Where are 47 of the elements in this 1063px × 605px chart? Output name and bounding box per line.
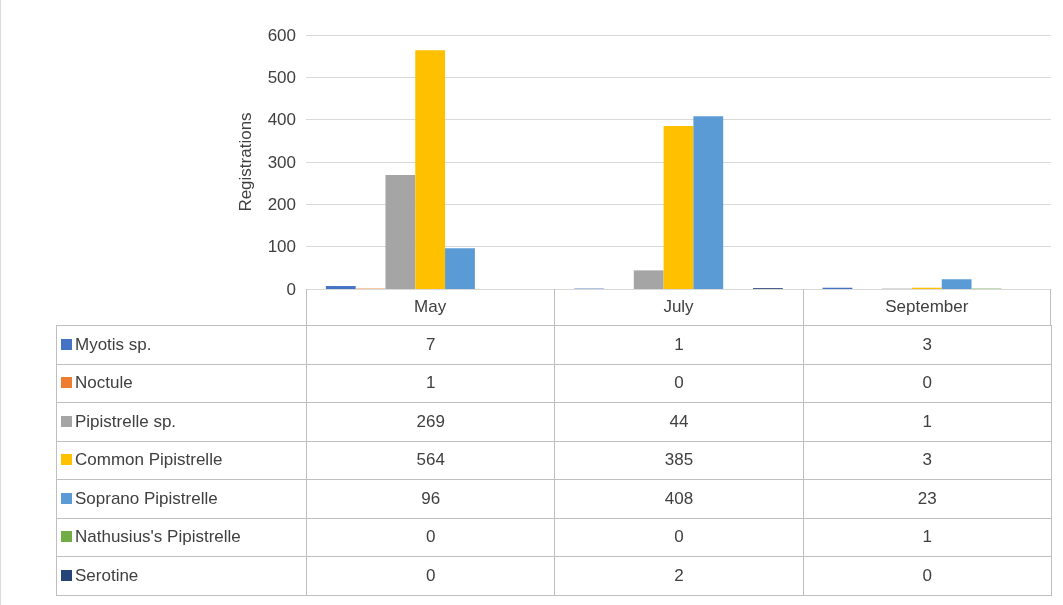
x-tick-label: September	[885, 297, 969, 316]
data-label: 0	[803, 364, 1052, 403]
y-axis-title: Registrations	[236, 112, 255, 212]
data-label: 0	[554, 518, 804, 557]
data-label: 1	[554, 325, 804, 364]
data-label: 1	[803, 518, 1052, 557]
y-tick-label: 200	[267, 194, 296, 214]
data-label: 0	[554, 364, 804, 403]
data-label: 3	[803, 441, 1052, 480]
data-label: 408	[554, 479, 804, 518]
y-tick-label: 0	[286, 279, 296, 299]
x-tick-label: July	[663, 297, 695, 316]
legend-label: Common Pipistrelle	[75, 450, 223, 470]
data-label: 1	[306, 364, 555, 403]
data-label: 96	[306, 479, 555, 518]
data-label: 44	[554, 402, 804, 441]
y-tick-label: 500	[267, 67, 296, 87]
data-label: 0	[306, 556, 555, 595]
data-label: 3	[803, 325, 1052, 364]
bar	[663, 126, 694, 289]
legend-label: Soprano Pipistrelle	[75, 488, 218, 508]
data-label: 269	[306, 402, 555, 441]
data-label: 385	[554, 441, 804, 480]
y-tick-label: 300	[267, 152, 296, 172]
bar	[693, 116, 724, 289]
data-label: 0	[803, 556, 1052, 595]
data-label: 564	[306, 441, 555, 480]
bar	[415, 50, 446, 289]
legend-label: Myotis sp.	[75, 334, 152, 354]
bar	[941, 279, 972, 289]
bar	[325, 286, 356, 289]
y-tick-label: 100	[267, 237, 296, 257]
data-label: 23	[803, 479, 1052, 518]
y-tick-label: 600	[267, 25, 296, 45]
legend-label: Noctule	[75, 373, 133, 393]
y-tick-label: 400	[267, 110, 296, 130]
data-label: 2	[554, 556, 804, 595]
legend-label: Nathusius's Pipistrelle	[75, 527, 241, 547]
data-label: 7	[306, 325, 555, 364]
bar	[385, 175, 416, 289]
data-label: 0	[306, 518, 555, 557]
legend-label: Serotine	[75, 565, 139, 585]
legend-label: Pipistrelle sp.	[75, 411, 177, 431]
bar	[633, 270, 664, 289]
bar	[445, 248, 475, 289]
x-tick-label: May	[414, 297, 447, 316]
data-label: 1	[803, 402, 1052, 441]
